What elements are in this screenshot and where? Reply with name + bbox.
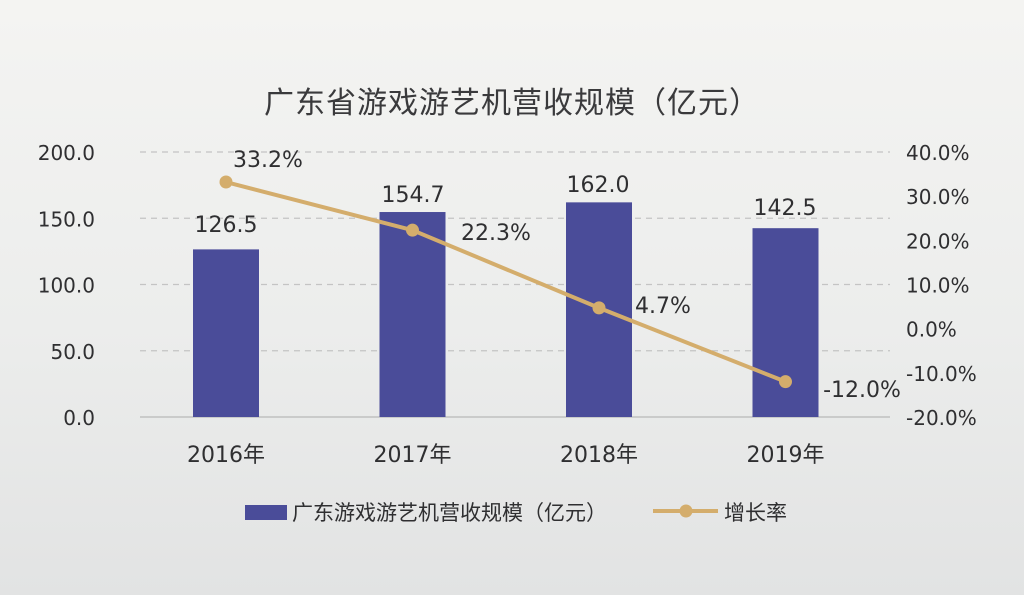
y-left-tick-label: 200.0: [38, 141, 95, 165]
legend-bar-swatch: [245, 505, 287, 520]
line-data-label: 4.7%: [635, 294, 691, 319]
growth-rate-point: [779, 375, 792, 389]
y-right-tick-label: 0.0%: [906, 318, 957, 342]
bar-data-label: 162.0: [567, 173, 630, 198]
line-data-label: 22.3%: [461, 221, 531, 246]
y-right-tick-label: 20.0%: [906, 229, 970, 253]
growth-rate-point: [406, 223, 419, 237]
y-left-tick-label: 0.0: [63, 406, 95, 430]
y-right-tick-label: 30.0%: [906, 185, 970, 209]
bar: [379, 212, 446, 417]
bar-data-label: 154.7: [382, 183, 445, 208]
x-tick-label: 2019年: [747, 443, 825, 468]
x-tick-label: 2018年: [560, 443, 638, 468]
bar-data-label: 142.5: [754, 196, 817, 221]
y-left-tick-label: 50.0: [50, 340, 95, 364]
y-left-tick-label: 100.0: [38, 274, 95, 298]
legend-bar-label: 广东游戏游艺机营收规模（亿元）: [292, 501, 607, 525]
x-tick-label: 2017年: [374, 443, 452, 468]
line-data-label: -12.0%: [823, 378, 901, 403]
legend-line-label: 增长率: [724, 501, 787, 525]
growth-rate-line: [225, 180, 787, 384]
legend-line-marker: [679, 504, 693, 518]
bar: [193, 249, 259, 417]
line-data-label: 33.2%: [233, 148, 303, 173]
y-right-tick-label: 10.0%: [906, 274, 970, 298]
growth-rate-point: [592, 301, 606, 315]
growth-rate-point: [219, 175, 233, 189]
y-left-tick-label: 150.0: [38, 207, 95, 231]
bar-data-label: 126.5: [195, 213, 258, 238]
y-right-tick-label: 40.0%: [906, 141, 970, 165]
y-right-tick-label: -20.0%: [906, 406, 977, 430]
x-tick-label: 2016年: [187, 443, 265, 468]
chart-title: 广东省游戏游艺机营收规模（亿元）: [264, 86, 760, 121]
bar: [752, 228, 819, 417]
y-right-tick-label: -10.0%: [906, 362, 977, 386]
